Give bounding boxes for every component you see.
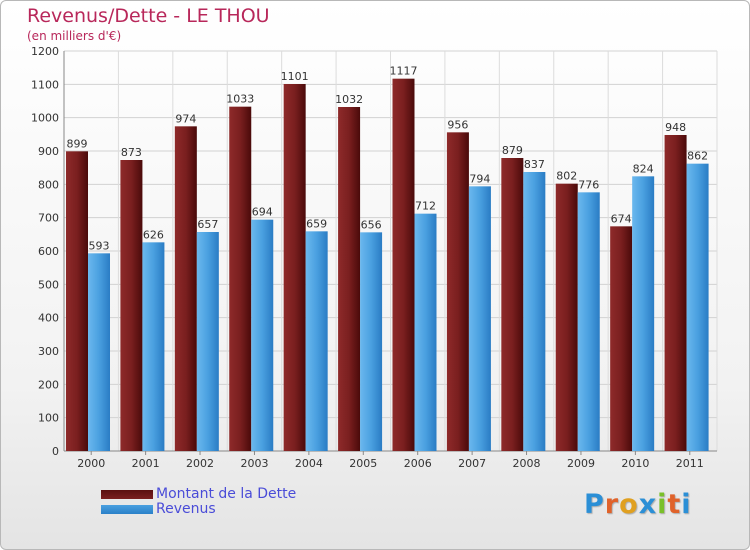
x-tick-label: 2003	[240, 457, 268, 470]
y-tick-label: 300	[38, 345, 59, 358]
y-tick-label: 600	[38, 245, 59, 258]
data-label-revenus: 824	[633, 162, 654, 175]
data-label-revenus: 862	[687, 150, 708, 163]
bar-dette	[229, 106, 252, 452]
data-label-revenus: 794	[469, 172, 490, 185]
bar-revenus	[142, 242, 165, 451]
proxiti-logo: Proxiti	[584, 489, 692, 520]
chart-subtitle: (en milliers d'€)	[27, 29, 122, 43]
x-tick-label: 2002	[186, 457, 214, 470]
y-tick-label: 900	[38, 145, 59, 158]
data-label-revenus: 657	[197, 218, 218, 231]
logo-letter: P	[584, 489, 605, 520]
y-tick-label: 0	[52, 445, 59, 458]
bar-dette	[174, 126, 197, 451]
x-tick-label: 2006	[404, 457, 432, 470]
bar-revenus	[414, 213, 437, 451]
bar-dette	[120, 160, 143, 451]
y-tick-label: 200	[38, 378, 59, 391]
bar-revenus	[632, 176, 655, 452]
x-tick-label: 2009	[567, 457, 595, 470]
bar-revenus	[360, 232, 383, 451]
y-tick-label: 400	[38, 312, 59, 325]
x-tick-label: 2011	[676, 457, 704, 470]
legend-label-revenus: Revenus	[156, 501, 216, 517]
x-tick-label: 2010	[621, 457, 649, 470]
bar-dette	[555, 183, 578, 451]
y-tick-label: 1200	[31, 45, 59, 58]
bar-dette	[66, 151, 88, 452]
data-label-dette: 802	[556, 170, 577, 183]
bar-dette	[338, 107, 361, 451]
y-tick-label: 100	[38, 412, 59, 425]
y-tick-label: 800	[38, 178, 59, 191]
bar-dette	[446, 132, 469, 452]
bar-revenus	[196, 232, 219, 451]
y-tick-label: 500	[38, 278, 59, 291]
logo-letter: x	[638, 489, 658, 520]
bar-dette	[664, 135, 687, 451]
logo-letter: o	[619, 489, 639, 520]
bar-dette	[610, 226, 633, 451]
data-label-dette: 1032	[335, 93, 363, 106]
data-label-dette: 974	[175, 112, 196, 125]
data-label-revenus: 776	[578, 178, 599, 191]
data-label-dette: 873	[121, 146, 142, 159]
data-label-revenus: 694	[252, 206, 273, 219]
x-tick-label: 2000	[77, 457, 105, 470]
data-label-revenus: 656	[361, 218, 382, 231]
data-label-revenus: 593	[89, 239, 110, 252]
legend-label-dette: Montant de la Dette	[156, 486, 297, 502]
data-label-dette: 879	[502, 144, 523, 157]
logo-letter: r	[604, 489, 620, 520]
logo-letter: i	[681, 489, 692, 520]
y-tick-label: 1000	[31, 112, 59, 125]
y-tick-label: 1100	[31, 78, 59, 91]
data-label-revenus: 837	[524, 158, 545, 171]
y-tick-label: 700	[38, 212, 59, 225]
x-tick-label: 2001	[132, 457, 160, 470]
data-label-revenus: 659	[306, 217, 327, 230]
bar-revenus	[468, 186, 491, 452]
data-label-dette: 674	[611, 212, 632, 225]
x-tick-label: 2004	[295, 457, 323, 470]
logo-letter: t	[667, 489, 682, 520]
data-label-dette: 899	[67, 137, 88, 150]
x-tick-label: 2007	[458, 457, 486, 470]
data-label-revenus: 712	[415, 200, 436, 213]
bar-dette	[501, 158, 524, 451]
legend-swatch-revenus	[101, 505, 153, 514]
x-tick-label: 2005	[349, 457, 377, 470]
bar-revenus	[251, 219, 274, 451]
bar-dette	[283, 84, 306, 451]
logo-letter: i	[657, 489, 668, 520]
bar-revenus	[523, 172, 546, 451]
data-label-dette: 956	[447, 118, 468, 131]
data-label-revenus: 626	[143, 228, 164, 241]
data-label-dette: 1117	[390, 65, 418, 78]
bar-revenus	[88, 253, 110, 451]
bar-revenus	[686, 163, 709, 451]
data-label-dette: 1101	[281, 70, 309, 83]
x-tick-label: 2008	[513, 457, 541, 470]
bar-revenus	[305, 231, 328, 451]
chart-title: Revenus/Dette - LE THOU	[27, 5, 270, 27]
bar-revenus	[577, 192, 600, 452]
bar-dette	[392, 78, 415, 452]
legend-swatch-dette	[101, 490, 153, 499]
data-label-dette: 1033	[226, 93, 254, 106]
data-label-dette: 948	[665, 121, 686, 134]
